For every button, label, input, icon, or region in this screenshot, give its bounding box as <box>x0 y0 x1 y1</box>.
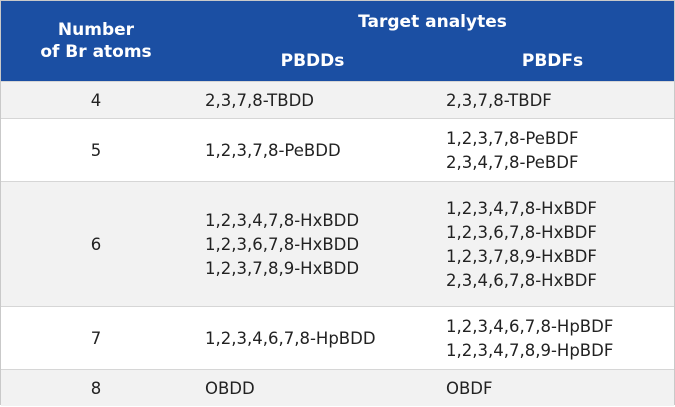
cell-text: 7 <box>90 328 102 348</box>
table-cell: 2,3,7,8-TBDF <box>446 82 675 119</box>
header-text: Target analytes <box>358 12 507 32</box>
table-cell: 1,2,3,4,6,7,8-HpBDF 1,2,3,4,7,8,9-HpBDF <box>446 307 675 370</box>
header-cell: PBDDs <box>191 43 434 79</box>
table-cell: 1,2,3,4,7,8-HxBDD 1,2,3,6,7,8-HxBDD 1,2,3,… <box>205 182 435 307</box>
cell-text: 2,3,7,8-TBDF <box>446 90 552 110</box>
table-row: 7 1,2,3,4,6,7,8-HpBDD 1,2,3,4,6,7,8-HpBDF 1… <box>1 306 674 369</box>
table-cell: 2,3,7,8-TBDD <box>205 82 435 119</box>
header-cell: Target analytes <box>191 5 674 39</box>
cell-text: OBDD <box>205 378 255 398</box>
cell-text: 2,3,4,7,8-PeBDF <box>446 152 579 172</box>
cell-text: 6 <box>90 234 102 254</box>
table-cell: 5 <box>1 119 191 182</box>
table-cell: 1,2,3,4,6,7,8-HpBDD <box>205 307 435 370</box>
table-cell: 1,2,3,7,8-PeBDF 2,3,4,7,8-PeBDF <box>446 119 675 182</box>
header-text: PBDFs <box>521 51 584 71</box>
cell-text: 1,2,3,7,8-PeBDF <box>446 128 579 148</box>
cell-text: 1,2,3,7,8,9-HxBDF <box>446 246 597 266</box>
cell-text: 1,2,3,7,8,9-HxBDD <box>205 258 360 278</box>
cell-text: 1,2,3,4,6,7,8-HpBDF <box>446 316 614 336</box>
table-cell: 7 <box>1 307 191 370</box>
header-text: Number <box>57 20 135 40</box>
table-cell: 6 <box>1 182 191 307</box>
table-row: 4 2,3,7,8-TBDD 2,3,7,8-TBDF <box>1 81 674 118</box>
cell-text: 1,2,3,4,6,7,8-HpBDD <box>205 328 376 348</box>
table-cell: 4 <box>1 82 191 119</box>
cell-text: 1,2,3,4,7,8,9-HpBDF <box>446 340 614 360</box>
cell-text: 5 <box>90 140 102 160</box>
cell-text: 1,2,3,6,7,8-HxBDF <box>446 222 597 242</box>
cell-text: 1,2,3,4,7,8-HxBDD <box>205 210 360 230</box>
cell-text: 2,3,4,6,7,8-HxBDF <box>446 270 597 290</box>
cell-text: 4 <box>90 90 102 110</box>
cell-text: 1,2,3,6,7,8-HxBDD <box>205 234 360 254</box>
table-row: 6 1,2,3,4,7,8-HxBDD 1,2,3,6,7,8-HxBDD 1,2,3… <box>1 181 674 306</box>
header-cell: Number of Br atoms <box>1 1 191 81</box>
table-cell: 1,2,3,4,7,8-HxBDF 1,2,3,6,7,8-HxBDF 1,2,3,… <box>446 182 675 307</box>
cell-text: 1,2,3,7,8-PeBDD <box>205 140 341 160</box>
cell-text: 2,3,7,8-TBDD <box>205 90 314 110</box>
table-header <box>1 1 674 81</box>
cell-text: 1,2,3,4,7,8-HxBDF <box>446 198 597 218</box>
table-cell: 1,2,3,7,8-PeBDD <box>205 119 435 182</box>
cell-text: 8 <box>90 378 102 398</box>
table-row: 8 OBDD OBDF <box>1 369 674 406</box>
table-row: 5 1,2,3,7,8-PeBDD 1,2,3,7,8-PeBDF 2,3,4,7,8… <box>1 118 674 181</box>
header-cell: PBDFs <box>431 43 674 79</box>
table-cell: OBDF <box>446 370 675 407</box>
table-cell: OBDD <box>205 370 435 407</box>
header-text: PBDDs <box>280 51 345 71</box>
header-text: of Br atoms <box>40 42 152 62</box>
table-cell: 8 <box>1 370 191 407</box>
cell-text: OBDF <box>446 378 493 398</box>
